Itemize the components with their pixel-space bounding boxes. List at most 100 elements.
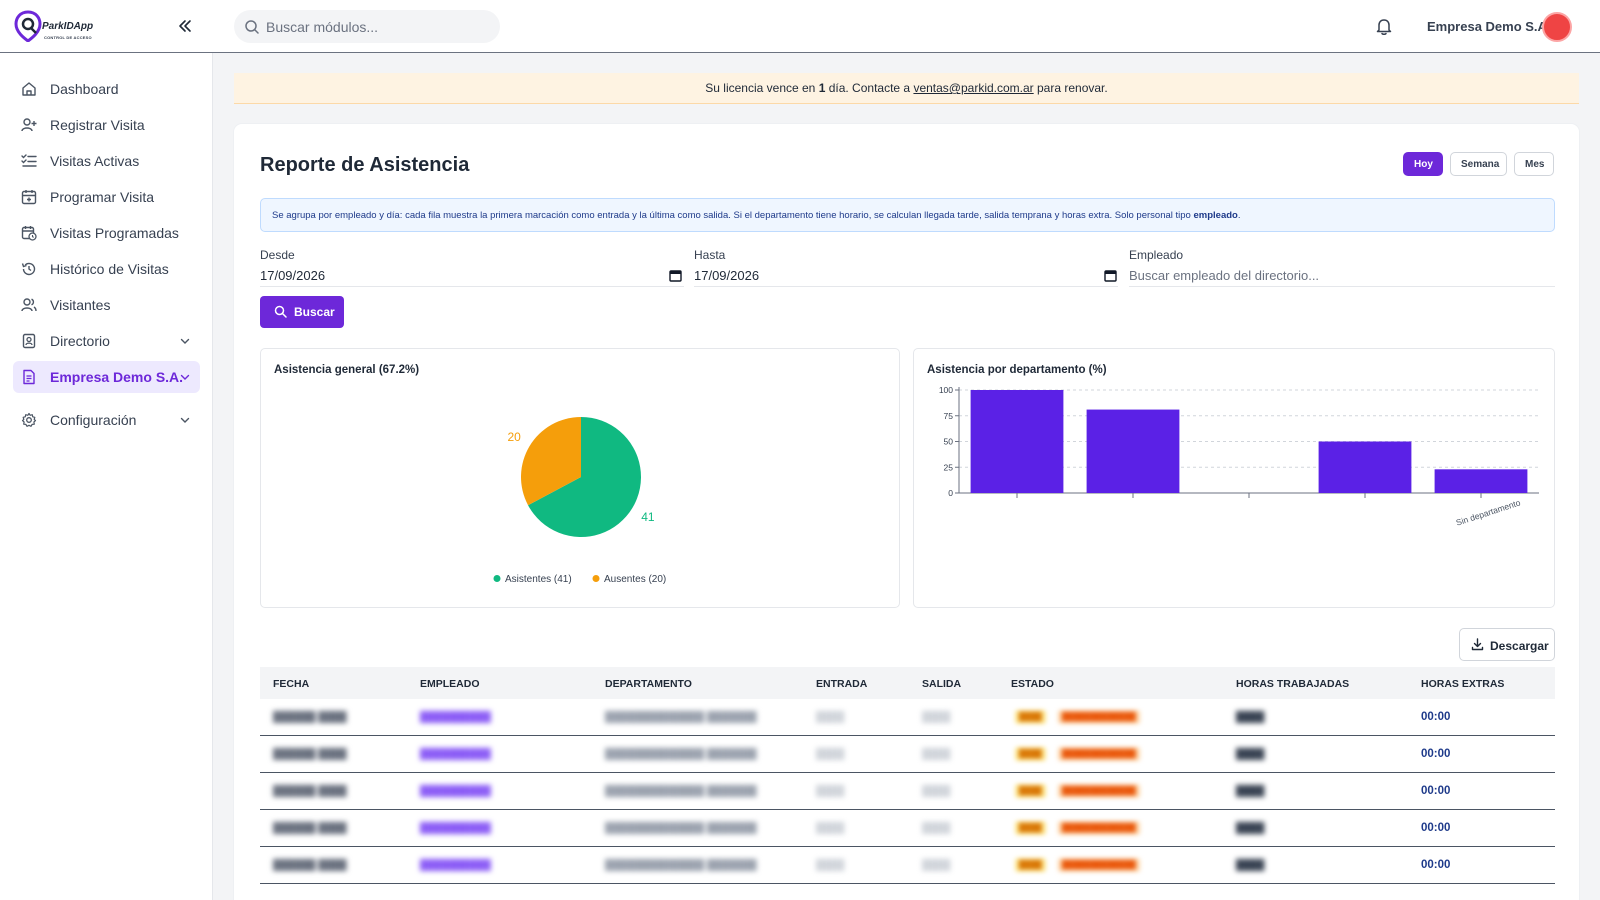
cell-horas-extras: 00:00 [1421,822,1451,834]
attendance-pie-panel: Asistencia general (67.2%) 41 20 Asistente… [260,348,900,608]
pie-slice-1[interactable] [521,417,581,506]
cell-salida-redacted: ████ [922,712,951,723]
column-header-estado: ESTADO [1011,678,1054,690]
cell-fecha-redacted: ██████ ████ [273,749,347,760]
cell-fecha-redacted: ██████ ████ [273,823,347,834]
employee-search-field[interactable] [1129,265,1555,287]
sidebar-item-configuracion[interactable]: Configuración [13,404,200,436]
period-month-button[interactable]: Mes [1514,152,1554,176]
cell-fecha-redacted: ██████ ████ [273,786,347,797]
info-text: Se agrupa por empleado y día: cada fila … [272,210,1194,221]
logo-subtitle: CONTROL DE ACCESO [44,35,92,40]
table-row[interactable]: ██████ ████ ██████████ ██████████████ ██… [260,736,1555,773]
cell-salida-redacted: ████ [922,786,951,797]
from-date-field[interactable] [260,265,684,287]
collapse-sidebar-button[interactable] [176,17,194,35]
sidebar-item-dashboard[interactable]: Dashboard [13,73,200,105]
gear-icon [21,412,37,428]
cell-empleado-redacted: ██████████ [420,860,491,871]
search-button-label: Buscar [294,305,335,319]
document-icon [21,369,37,385]
notifications-button[interactable] [1375,17,1393,36]
column-header-horas-trabajadas: HORAS TRABAJADAS [1236,678,1350,690]
bar-1[interactable] [1086,409,1180,493]
bar-3[interactable] [1318,441,1412,494]
y-tick-label: 0 [948,488,953,498]
app-logo[interactable]: ParkIDApp CONTROL DE ACCESO [14,10,94,42]
table-row[interactable]: ██████ ████ ██████████ ██████████████ ██… [260,810,1555,847]
y-tick-label: 50 [944,437,954,447]
sidebar-item-programar-visita[interactable]: Programar Visita [13,181,200,213]
table-row[interactable]: ██████ ████ ██████████ ██████████████ ██… [260,847,1555,884]
page-title: Reporte de Asistencia [260,154,470,176]
cell-entrada-redacted: ████ [816,860,845,871]
calendar-icon[interactable] [669,269,682,282]
table-row[interactable]: ██████ ████ ██████████ ██████████████ ██… [260,773,1555,810]
cell-horas-trabajadas-redacted: ████ [1236,712,1265,723]
y-tick-label: 100 [939,385,953,395]
column-header-salida: SALIDA [922,678,962,690]
cell-fecha-redacted: ██████ ████ [273,712,347,723]
bar-0[interactable] [970,390,1064,493]
avatar[interactable] [1542,12,1572,42]
bar-4[interactable] [1434,469,1528,493]
sidebar-item-label: Visitantes [50,297,111,313]
to-label: Hasta [694,248,726,262]
cell-horas-trabajadas-redacted: ████ [1236,823,1265,834]
home-icon [21,81,37,97]
sidebar-item-directorio[interactable]: Directorio [13,325,200,357]
y-tick-label: 25 [944,462,954,472]
search-icon [274,305,287,318]
department-bar-panel: Asistencia por departamento (%) 0 25 50 75 1… [913,348,1555,608]
cell-entrada-redacted: ████ [816,786,845,797]
sidebar-item-label: Registrar Visita [50,117,145,133]
cell-departamento-redacted: ██████████████ ███████ [605,749,757,760]
search-input[interactable] [266,10,491,43]
to-date-field[interactable] [694,265,1118,287]
period-today-button[interactable]: Hoy [1403,152,1443,176]
info-notice: Se agrupa por empleado y día: cada fila … [260,198,1555,232]
sales-email-link[interactable]: ventas@parkid.com.ar [913,81,1034,95]
info-text-end: . [1237,210,1241,221]
download-button[interactable]: Descargar [1459,628,1555,661]
company-name: Empresa Demo S.A. [1427,19,1551,34]
sidebar-item-empresa[interactable]: Empresa Demo S.A. [13,361,200,393]
pie-slice-label-1: 20 [507,430,521,444]
banner-text-pre: Su licencia vence en [705,81,819,95]
status-badge: █████████████ [1058,784,1140,798]
contact-book-icon [21,333,37,349]
sidebar-item-visitantes[interactable]: Visitantes [13,289,200,321]
cell-fecha-redacted: ██████ ████ [273,860,347,871]
cell-empleado-redacted: ██████████ [420,712,491,723]
user-plus-icon [21,117,37,133]
search-button[interactable]: Buscar [260,296,344,328]
sidebar-item-visitas-activas[interactable]: Visitas Activas [13,145,200,177]
status-badge: █████████████ [1058,821,1140,835]
search-icon [244,19,260,35]
calendar-icon[interactable] [1104,269,1117,282]
employee-label: Empleado [1129,248,1184,262]
cell-horas-extras: 00:00 [1421,711,1451,723]
status-badge: ████ [1015,821,1046,835]
column-header-departamento: DEPARTAMENTO [605,678,692,690]
status-badge: █████████████ [1058,858,1140,872]
table-row[interactable]: ██████ ████ ██████████ ██████████████ ██… [260,699,1555,736]
cell-departamento-redacted: ██████████████ ███████ [605,712,757,723]
x-tick-label: Sin departamento [1455,497,1522,527]
status-badge: ████ [1015,858,1046,872]
pie-slice-label-0: 41 [641,510,655,524]
period-week-button[interactable]: Semana [1450,152,1507,176]
license-banner: Su licencia vence en 1 día. Contacte a v… [234,73,1579,104]
pie-chart-title: Asistencia general (67.2%) [274,364,420,376]
cell-empleado-redacted: ██████████ [420,749,491,760]
sidebar-item-label: Programar Visita [50,189,155,205]
sidebar-item-historico-visitas[interactable]: Histórico de Visitas [13,253,200,285]
sidebar-item-registrar-visita[interactable]: Registrar Visita [13,109,200,141]
top-bar: ParkIDApp CONTROL DE ACCESO Empresa Demo… [0,0,1600,53]
sidebar-item-visitas-programadas[interactable]: Visitas Programadas [13,217,200,249]
info-text-bold: empleado [1193,210,1238,221]
cell-horas-extras: 00:00 [1421,859,1451,871]
calendar-clock-icon [21,225,37,241]
bar-chart-title: Asistencia por departamento (%) [927,364,1107,376]
pie-slice-0[interactable] [528,417,641,537]
